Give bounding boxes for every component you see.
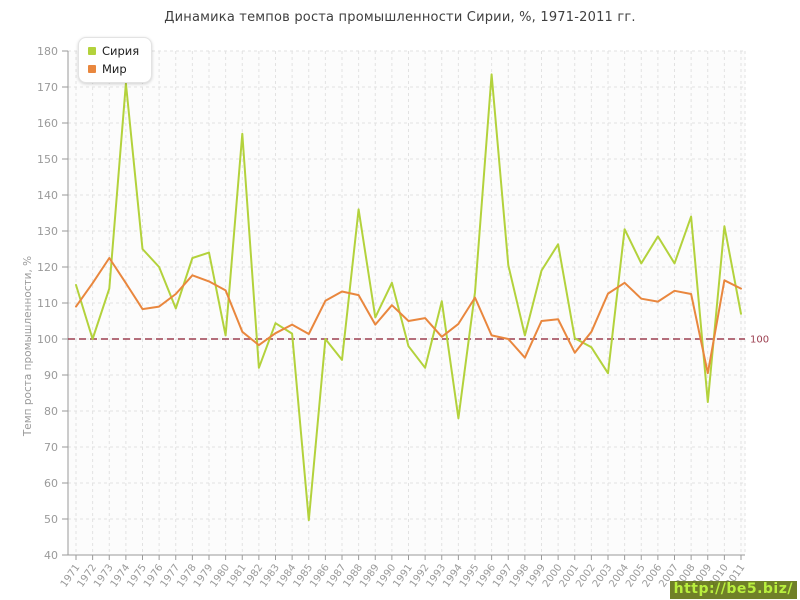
y-axis-label: 170: [37, 81, 58, 94]
y-axis-label: 140: [37, 189, 58, 202]
reference-line-label: 100: [750, 335, 769, 346]
series-line-world: [75, 257, 742, 375]
y-axis-label: 50: [44, 513, 58, 526]
legend-item-world[interactable]: Мир: [88, 62, 139, 76]
y-axis-label: 90: [44, 369, 58, 382]
legend: Сирия Мир: [78, 37, 153, 83]
y-axis-label: 130: [37, 225, 58, 238]
y-axis-label: 180: [37, 45, 58, 58]
chart-title: Динамика темпов роста промышленности Сир…: [164, 10, 636, 25]
legend-swatch-syria-icon: [88, 47, 96, 55]
y-axis-label: 70: [44, 441, 58, 454]
legend-item-syria[interactable]: Сирия: [88, 44, 139, 58]
legend-label-world: Мир: [102, 62, 127, 76]
y-axis-label: 40: [44, 549, 58, 562]
y-axis-label: 100: [37, 333, 58, 346]
watermark-link[interactable]: http://be5.biz/: [669, 581, 797, 599]
y-axis-label: 150: [37, 153, 58, 166]
y-axis-label: 110: [37, 297, 58, 310]
y-axis-label: 80: [44, 405, 58, 418]
legend-swatch-world-icon: [88, 65, 96, 73]
legend-label-syria: Сирия: [102, 44, 140, 58]
series-line-syria: [75, 73, 742, 522]
y-axis-label: 60: [44, 477, 58, 490]
y-axis-label: 160: [37, 117, 58, 130]
y-axis-label: 120: [37, 261, 58, 274]
